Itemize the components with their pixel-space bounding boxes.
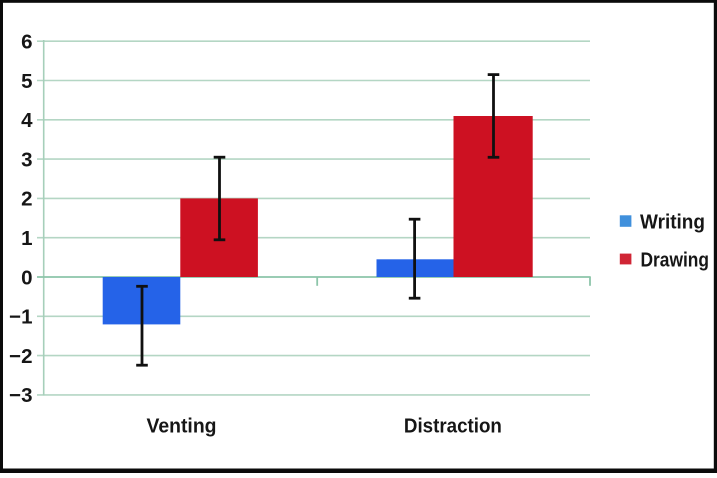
svg-text:6: 6: [21, 31, 32, 54]
svg-text:Drawing: Drawing: [641, 250, 710, 272]
svg-text:4: 4: [21, 109, 33, 132]
svg-text:Distraction: Distraction: [404, 415, 502, 437]
svg-text:5: 5: [21, 70, 32, 93]
svg-text:−3: −3: [9, 384, 32, 407]
svg-text:0: 0: [21, 266, 32, 289]
svg-text:−2: −2: [9, 345, 32, 368]
svg-text:2: 2: [21, 188, 32, 211]
svg-text:Writing: Writing: [640, 212, 705, 234]
svg-text:3: 3: [21, 148, 32, 171]
svg-text:1: 1: [21, 227, 32, 250]
svg-text:−1: −1: [9, 306, 32, 329]
svg-text:Venting: Venting: [147, 415, 217, 437]
